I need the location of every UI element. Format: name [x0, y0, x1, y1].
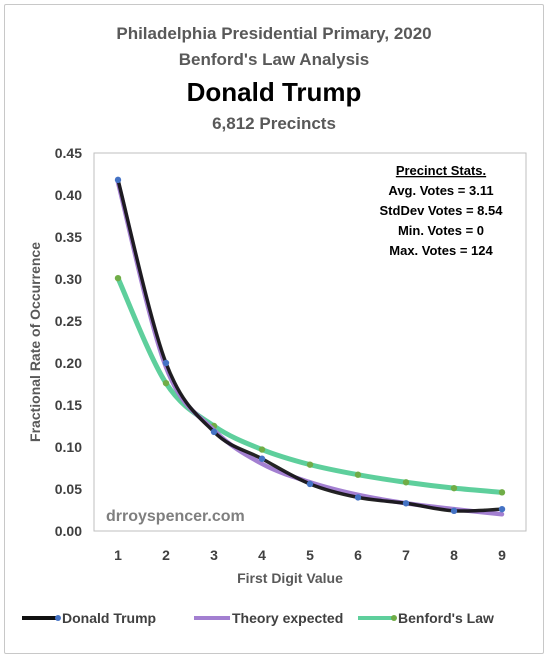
data-point-benfords-law: [307, 461, 313, 467]
candidate-title: Donald Trump: [187, 77, 362, 107]
watermark: drroyspencer.com: [106, 508, 245, 525]
y-tick-label: 0.30: [55, 271, 82, 287]
y-tick-label: 0.10: [55, 439, 82, 455]
legend-marker-benfords-law: [391, 615, 397, 621]
data-point-donald-trump: [163, 360, 169, 366]
x-tick-label: 8: [450, 547, 458, 563]
data-point-benfords-law: [163, 380, 169, 386]
y-tick-label: 0.25: [55, 313, 82, 329]
legend-label-benfords-law: Benford's Law: [398, 610, 494, 626]
data-point-donald-trump: [307, 481, 313, 487]
data-point-donald-trump: [451, 508, 457, 514]
x-tick-label: 3: [210, 547, 218, 563]
y-tick-label: 0.20: [55, 355, 82, 371]
legend: Donald Trump Theory expected Benford's L…: [22, 610, 494, 626]
x-tick-label: 6: [354, 547, 362, 563]
x-tick-label: 7: [402, 547, 410, 563]
data-point-donald-trump: [499, 506, 505, 512]
stats-max: Max. Votes = 124: [389, 243, 493, 258]
stats-min: Min. Votes = 0: [398, 223, 484, 238]
data-point-benfords-law: [499, 489, 505, 495]
legend-marker-donald-trump: [55, 615, 61, 621]
data-point-donald-trump: [355, 494, 361, 500]
y-tick-label: 0.05: [55, 481, 82, 497]
x-axis-label: First Digit Value: [237, 570, 343, 586]
y-tick-label: 0.15: [55, 397, 82, 413]
y-tick-label: 0.45: [55, 145, 82, 161]
chart-title-line1: Philadelphia Presidential Primary, 2020: [116, 24, 431, 43]
precinct-count: 6,812 Precincts: [212, 114, 336, 133]
legend-label-theory-expected: Theory expected: [232, 610, 343, 626]
data-point-donald-trump: [211, 429, 217, 435]
x-tick-label: 4: [258, 547, 266, 563]
x-tick-label: 1: [114, 547, 122, 563]
stats-heading: Precinct Stats.: [396, 163, 486, 178]
data-point-benfords-law: [403, 479, 409, 485]
stats-avg: Avg. Votes = 3.11: [388, 183, 493, 198]
y-tick-label: 0.35: [55, 229, 82, 245]
y-tick-label: 0.00: [55, 523, 82, 539]
legend-label-donald-trump: Donald Trump: [62, 610, 156, 626]
y-axis-label: Fractional Rate of Occurrence: [27, 242, 43, 442]
stats-stddev: StdDev Votes = 8.54: [380, 203, 504, 218]
data-point-benfords-law: [451, 485, 457, 491]
data-point-benfords-law: [259, 446, 265, 452]
x-tick-label: 2: [162, 547, 170, 563]
y-axis-ticks: 0.00 0.05 0.10 0.15 0.20 0.25 0.30 0.35 0.40 0.45: [55, 145, 82, 539]
chart-title-line2: Benford's Law Analysis: [179, 50, 369, 69]
data-point-donald-trump: [259, 456, 265, 462]
data-point-donald-trump: [115, 177, 121, 183]
data-point-benfords-law: [115, 275, 121, 281]
data-point-benfords-law: [355, 472, 361, 478]
x-axis-ticks: 1 2 3 4 5 6 7 8 9: [114, 547, 506, 563]
x-tick-label: 9: [498, 547, 506, 563]
y-tick-label: 0.40: [55, 187, 82, 203]
data-point-donald-trump: [403, 500, 409, 506]
x-tick-label: 5: [306, 547, 314, 563]
